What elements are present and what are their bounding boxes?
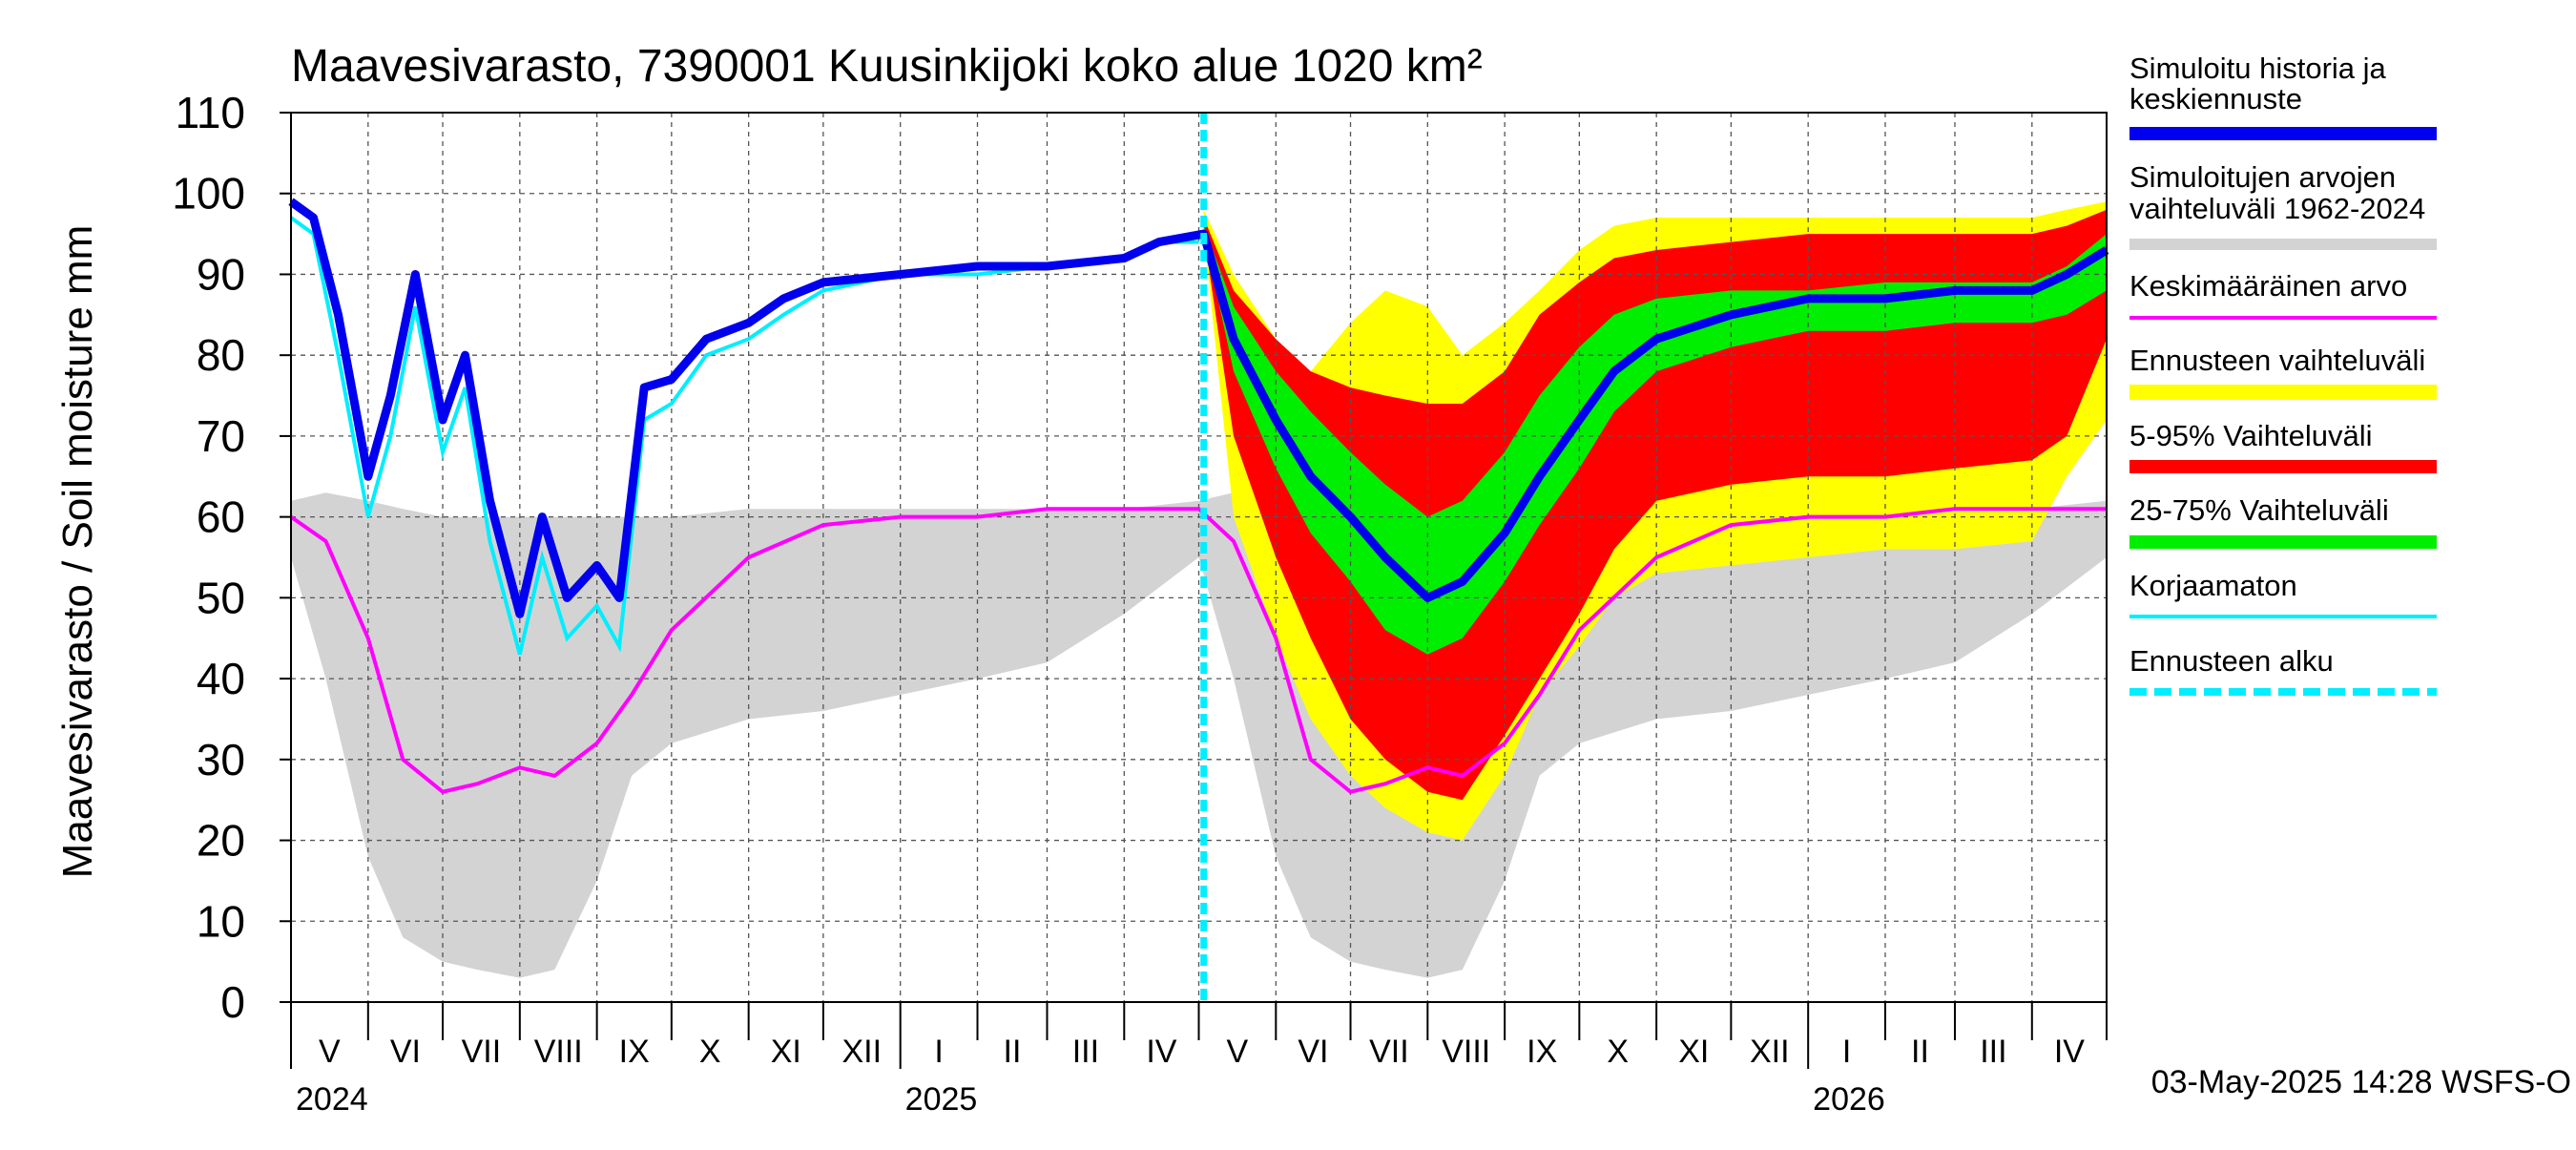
legend-label-line: Korjaamaton <box>2129 569 2297 602</box>
history-forecast-line <box>288 198 2109 618</box>
legend-label-line: Keskimääräinen arvo <box>2129 269 2407 303</box>
month-label: VII <box>462 1034 502 1070</box>
mean-line <box>289 507 2107 794</box>
month-label: IV <box>2054 1034 2085 1070</box>
legend-label-line: Ennusteen alku <box>2129 644 2334 678</box>
legend-label-line: 5-95% Vaihteluväli <box>2129 419 2372 452</box>
month-label: IV <box>1146 1034 1176 1070</box>
month-label: VI <box>1298 1034 1328 1070</box>
year-label: 2025 <box>905 1081 978 1118</box>
month-label: XI <box>1678 1034 1709 1070</box>
month-label: V <box>1227 1034 1249 1070</box>
legend-label-line: 25-75% Vaihteluväli <box>2129 493 2389 527</box>
legend-label: Simuloitu historia ja keskiennuste <box>2129 52 2387 115</box>
y-tick-label: 70 <box>197 411 245 461</box>
y-tick-label: 10 <box>197 896 245 946</box>
p25-75-band <box>1203 225 2107 655</box>
legend-label-line: Simuloitujen arvojen <box>2129 160 2396 194</box>
y-axis-label: Maavesivarasto / Soil moisture mm <box>54 225 101 879</box>
legend-label: Keskimääräinen arvo <box>2129 269 2407 303</box>
month-label: VIII <box>534 1034 583 1070</box>
month-label: X <box>1607 1034 1629 1070</box>
legend-label: Simuloitujen arvojen vaihteluväli 1962-20… <box>2129 160 2425 225</box>
y-tick-label: 50 <box>197 573 245 622</box>
legend-label-line: Simuloitu historia ja <box>2129 52 2387 85</box>
legend-label-line: keskiennuste <box>2129 82 2302 115</box>
month-label: VIII <box>1442 1034 1490 1070</box>
y-tick-label: 100 <box>172 169 245 219</box>
legend-label: 5-95% Vaihteluväli <box>2129 419 2372 452</box>
month-label: V <box>319 1034 341 1070</box>
month-label: X <box>699 1034 721 1070</box>
y-tick-label: 60 <box>197 492 245 542</box>
month-label: XII <box>1750 1034 1790 1070</box>
month-label: IX <box>619 1034 650 1070</box>
year-label: 2026 <box>1813 1081 1885 1118</box>
month-label: I <box>1842 1034 1851 1070</box>
legend-label-line: Ennusteen vaihteluväli <box>2129 344 2425 377</box>
legend-label-line: vaihteluväli 1962-2024 <box>2129 192 2425 225</box>
y-tick-label: 80 <box>197 330 245 380</box>
month-label: II <box>1911 1034 1929 1070</box>
legend-label: Korjaamaton <box>2129 569 2297 602</box>
uncorrected-line <box>289 216 1199 656</box>
month-label: XII <box>841 1034 882 1070</box>
chart-title: Maavesivarasto, 7390001 Kuusinkijoki kok… <box>291 41 1483 92</box>
month-label: IX <box>1527 1034 1557 1070</box>
y-tick-label: 20 <box>197 816 245 866</box>
month-label: VII <box>1369 1034 1409 1070</box>
y-tick-label: 40 <box>197 654 245 703</box>
legend-label: 25-75% Vaihteluväli <box>2129 493 2389 527</box>
month-label: II <box>1004 1034 1022 1070</box>
y-tick-label: 90 <box>197 249 245 299</box>
month-label: I <box>934 1034 943 1070</box>
y-tick-label: 110 <box>176 88 245 137</box>
year-label: 2024 <box>296 1081 368 1118</box>
month-label: III <box>1072 1034 1099 1070</box>
legend-label: Ennusteen vaihteluväli <box>2129 344 2425 377</box>
y-tick-label: 30 <box>197 735 245 784</box>
month-label: III <box>1980 1034 2006 1070</box>
timestamp: 03-May-2025 14:28 WSFS-O <box>2151 1064 2571 1100</box>
month-label: VI <box>390 1034 421 1070</box>
y-tick-label: 0 <box>220 977 245 1027</box>
historical-range-band <box>291 492 2107 978</box>
month-label: XI <box>771 1034 801 1070</box>
legend-label: Ennusteen alku <box>2129 644 2334 678</box>
